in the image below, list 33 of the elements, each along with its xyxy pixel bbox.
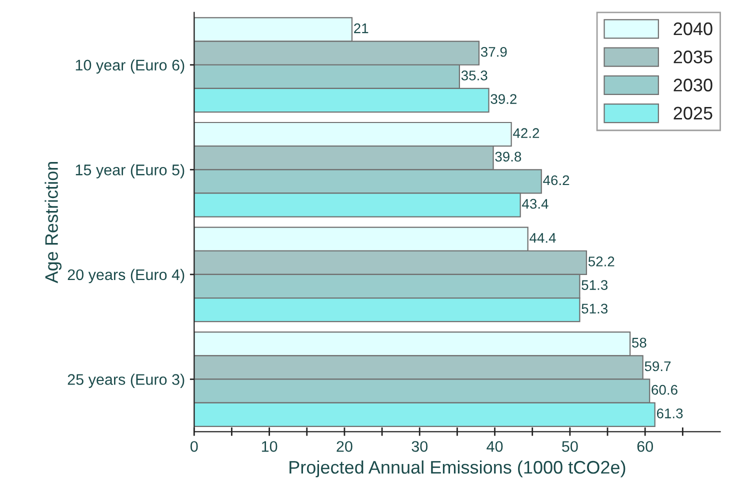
x-tick-label: 50	[562, 441, 578, 452]
data-label: 51.3	[582, 304, 608, 314]
data-label: 60.6	[652, 384, 678, 395]
y-tick-label: 10 year (Euro 6)	[76, 59, 184, 74]
data-label: 37.9	[480, 46, 507, 57]
data-label: 58	[632, 338, 646, 348]
data-label: 39.8	[495, 152, 522, 162]
y-axis-title: Age Restriction	[44, 162, 62, 284]
legend-label: 2040	[674, 22, 712, 36]
x-tick-label: 30	[412, 441, 428, 452]
x-axis-title: Projected Annual Emissions (1000 tCO2e)	[290, 460, 626, 478]
x-tick-label: 10	[262, 441, 278, 452]
data-label: 61.3	[656, 408, 683, 418]
y-tick-label: 20 years (Euro 4)	[68, 268, 184, 284]
data-label: 46.2	[543, 175, 570, 186]
legend-label: 2030	[674, 78, 712, 92]
data-label: 42.2	[513, 128, 540, 138]
data-label: 59.7	[644, 361, 671, 372]
data-label: 52.2	[588, 256, 614, 266]
y-tick-label: 25 years (Euro 3)	[68, 374, 184, 388]
legend-label: 2025	[674, 106, 712, 120]
legend-label: 2035	[674, 50, 712, 64]
x-tick-label: 20	[336, 441, 352, 452]
x-tick-label: 60	[637, 441, 653, 452]
y-tick-label: 15 year (Euro 5)	[76, 164, 184, 178]
data-label: 44.4	[530, 233, 556, 243]
x-tick-label: 40	[486, 441, 503, 452]
x-tick-label: 0	[190, 441, 198, 452]
data-label: 35.3	[461, 70, 488, 80]
data-label: 39.2	[490, 94, 516, 104]
data-label: 43.4	[522, 198, 548, 209]
data-label: 51.3	[582, 280, 608, 290]
data-label: 21	[354, 23, 368, 34]
